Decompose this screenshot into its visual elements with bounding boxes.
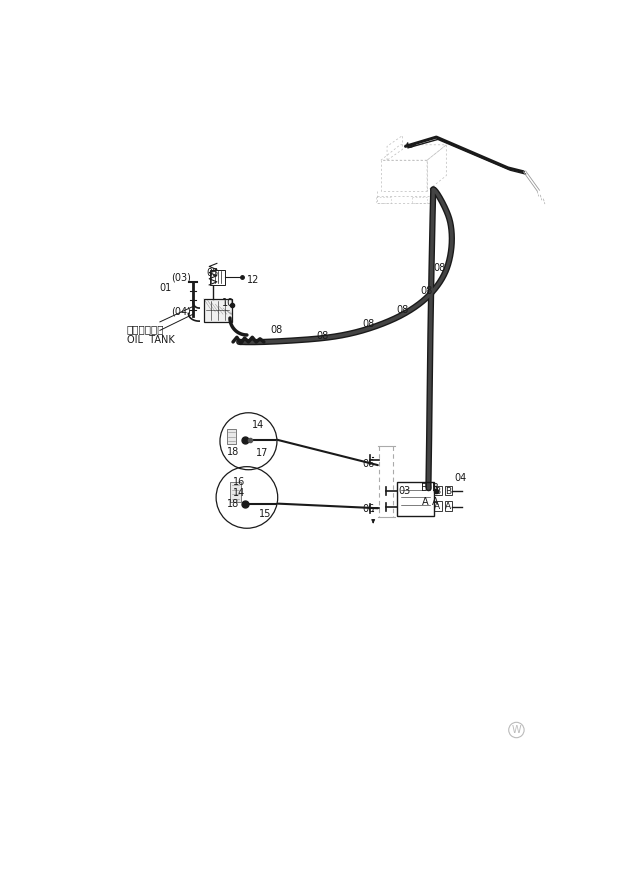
Text: A: A <box>422 497 428 507</box>
Text: A: A <box>434 502 440 512</box>
Text: A: A <box>432 497 439 507</box>
Text: 08: 08 <box>396 305 409 314</box>
Text: 14: 14 <box>233 488 246 498</box>
Text: 03: 03 <box>399 486 411 496</box>
Text: 10: 10 <box>222 299 234 308</box>
Text: B: B <box>422 484 428 493</box>
Text: 08: 08 <box>363 320 374 329</box>
Text: 08: 08 <box>433 263 446 273</box>
Text: 06: 06 <box>363 458 374 469</box>
Text: W: W <box>512 725 521 735</box>
Text: B: B <box>445 487 451 496</box>
Text: 08: 08 <box>420 286 432 296</box>
Text: B: B <box>434 487 440 496</box>
Text: A: A <box>445 502 451 512</box>
FancyBboxPatch shape <box>204 299 231 322</box>
Text: 15: 15 <box>259 510 272 519</box>
Text: 06: 06 <box>363 504 374 514</box>
Text: 17: 17 <box>256 448 268 457</box>
Text: 18: 18 <box>227 498 239 509</box>
FancyBboxPatch shape <box>227 429 236 444</box>
Text: 14: 14 <box>252 420 264 430</box>
Text: 18: 18 <box>227 447 239 457</box>
Text: 04: 04 <box>455 473 467 484</box>
Text: 01: 01 <box>159 283 171 293</box>
Text: (04): (04) <box>172 306 192 316</box>
Text: 12: 12 <box>247 275 259 285</box>
Text: 16: 16 <box>233 477 246 487</box>
Text: 05: 05 <box>207 268 219 278</box>
Text: OIL  TANK: OIL TANK <box>126 335 175 346</box>
Text: 08: 08 <box>316 331 329 340</box>
FancyBboxPatch shape <box>230 482 241 502</box>
Text: (03): (03) <box>172 272 192 282</box>
Text: 08: 08 <box>270 325 282 334</box>
Text: B: B <box>432 484 439 493</box>
Text: オイルタンク: オイルタンク <box>126 325 164 334</box>
